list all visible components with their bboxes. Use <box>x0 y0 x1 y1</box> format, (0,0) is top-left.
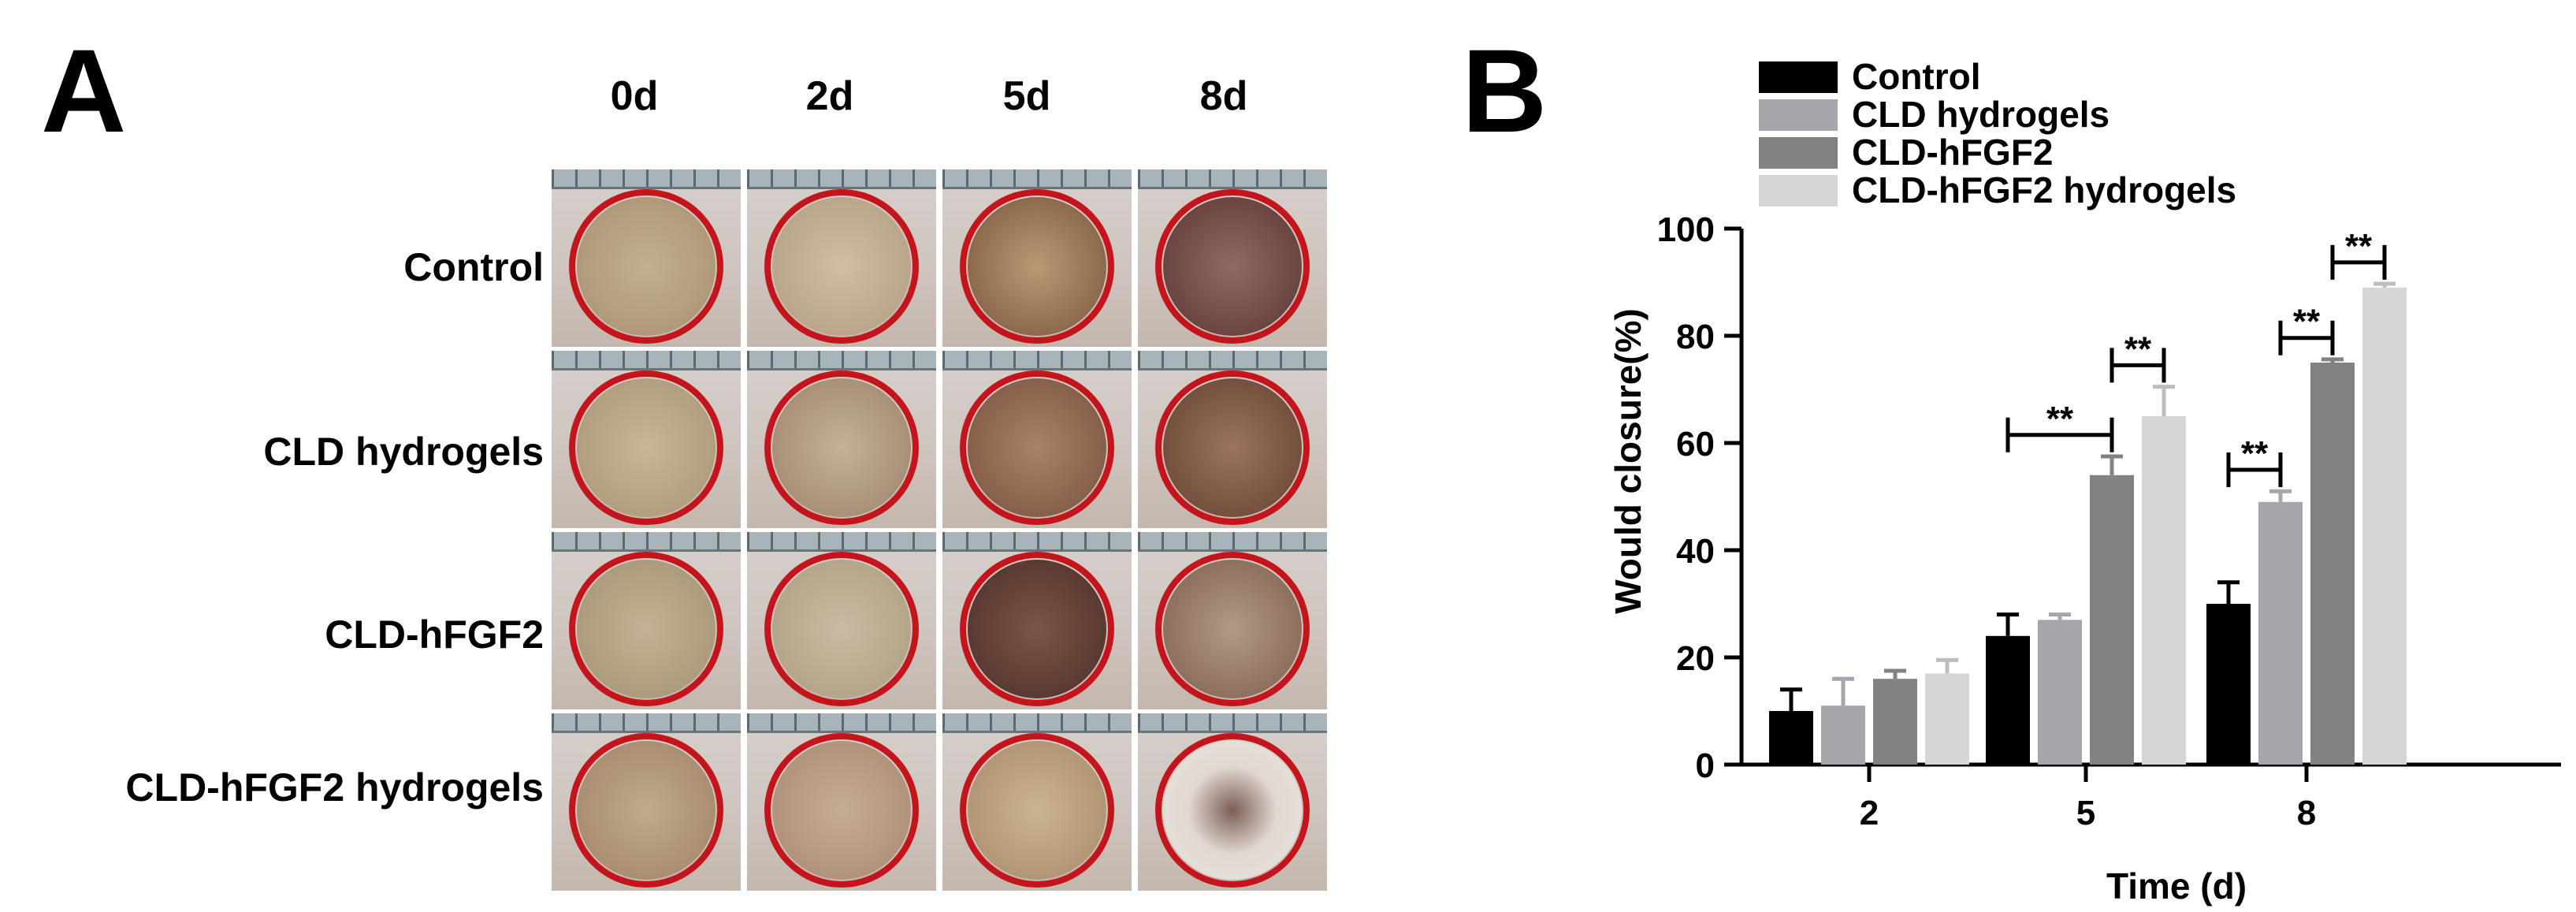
wound-photo-cld-hfgf2-hydrogels-8d <box>1138 713 1327 891</box>
wound-photo-cld-hydrogels-0d <box>552 351 741 528</box>
x-tick-label: 2 <box>1860 794 1879 832</box>
y-tick-label: 80 <box>1676 318 1715 356</box>
significance-bracket: ** <box>2278 303 2335 355</box>
row-label-cld-hfgf2-hydrogels: CLD-hFGF2 hydrogels <box>125 765 544 810</box>
significance-label: ** <box>2293 303 2321 341</box>
panel-b-letter: B <box>1462 24 1548 157</box>
row-label-cld-hfgf2: CLD-hFGF2 <box>325 612 544 657</box>
x-axis-label: Time (d) <box>2106 865 2247 906</box>
wound-photo-cld-hfgf2-2d <box>747 532 936 709</box>
legend-label: CLD-hFGF2 <box>1852 132 2054 173</box>
wound-photo-cld-hydrogels-8d <box>1138 351 1327 528</box>
wound-photo-control-0d <box>552 169 741 347</box>
column-label-5d: 5d <box>1002 73 1051 119</box>
bar-control-2 <box>1769 711 1813 765</box>
wound-photo-control-2d <box>747 169 936 347</box>
wound-photo-cld-hfgf2-0d <box>552 532 741 709</box>
bar-cld-hfgf2-2 <box>1873 679 1917 765</box>
bar-cld-hfgf2-8 <box>2310 363 2355 765</box>
significance-label: ** <box>2046 400 2074 438</box>
bar-cld-hydrogels-8 <box>2258 501 2303 765</box>
bar-control-5 <box>1986 635 2030 765</box>
y-axis-label: Would closure(%) <box>1608 308 1649 614</box>
bar-cld-hydrogels-5 <box>2038 620 2082 765</box>
y-tick-label: 40 <box>1676 532 1715 571</box>
y-tick-label: 0 <box>1696 746 1715 785</box>
significance-label: ** <box>2124 329 2152 368</box>
column-label-2d: 2d <box>805 73 854 119</box>
wound-photo-cld-hydrogels-2d <box>747 351 936 528</box>
significance-bracket: ** <box>2226 434 2283 487</box>
wound-photo-control-8d <box>1138 169 1327 347</box>
wound-photo-cld-hfgf2-8d <box>1138 532 1327 709</box>
significance-label: ** <box>2241 434 2269 473</box>
y-tick-label: 100 <box>1657 210 1715 249</box>
legend-label: Control <box>1852 56 1981 97</box>
bar-control-8 <box>2206 604 2251 765</box>
bar-cld-hfgf2-hydrogels-2 <box>1925 673 1969 765</box>
significance-bracket: ** <box>2330 227 2387 280</box>
bar-cld-hfgf2-hydrogels-5 <box>2142 416 2186 765</box>
significance-bracket: ** <box>2109 329 2166 383</box>
wound-photo-cld-hfgf2-hydrogels-2d <box>747 713 936 891</box>
legend-swatch <box>1759 99 1838 131</box>
y-tick-label: 20 <box>1676 639 1715 678</box>
wound-photo-cld-hfgf2-hydrogels-0d <box>552 713 741 891</box>
x-tick-label: 8 <box>2297 794 2316 832</box>
row-label-control: Control <box>403 245 544 289</box>
significance-bracket: ** <box>2005 400 2114 452</box>
wound-photo-cld-hfgf2-hydrogels-5d <box>942 713 1132 891</box>
significance-label: ** <box>2345 227 2373 266</box>
column-label-0d: 0d <box>610 73 659 119</box>
legend-label: CLD hydrogels <box>1852 94 2109 135</box>
legend-swatch <box>1759 61 1838 93</box>
y-tick-label: 60 <box>1676 425 1715 463</box>
x-tick-label: 5 <box>2076 794 2095 832</box>
column-label-8d: 8d <box>1199 73 1248 119</box>
wound-photo-cld-hfgf2-5d <box>942 532 1132 709</box>
wound-photo-control-5d <box>942 169 1132 347</box>
bar-cld-hydrogels-2 <box>1821 705 1865 765</box>
panel-a-letter: A <box>41 24 127 157</box>
legend-label: CLD-hFGF2 hydrogels <box>1852 169 2236 210</box>
wound-photo-cld-hydrogels-5d <box>942 351 1132 528</box>
legend-swatch <box>1759 175 1838 207</box>
bar-cld-hfgf2-hydrogels-8 <box>2362 287 2407 765</box>
legend-swatch <box>1759 137 1838 169</box>
row-label-cld-hydrogels: CLD hydrogels <box>263 430 544 474</box>
bar-cld-hfgf2-5 <box>2090 475 2134 765</box>
